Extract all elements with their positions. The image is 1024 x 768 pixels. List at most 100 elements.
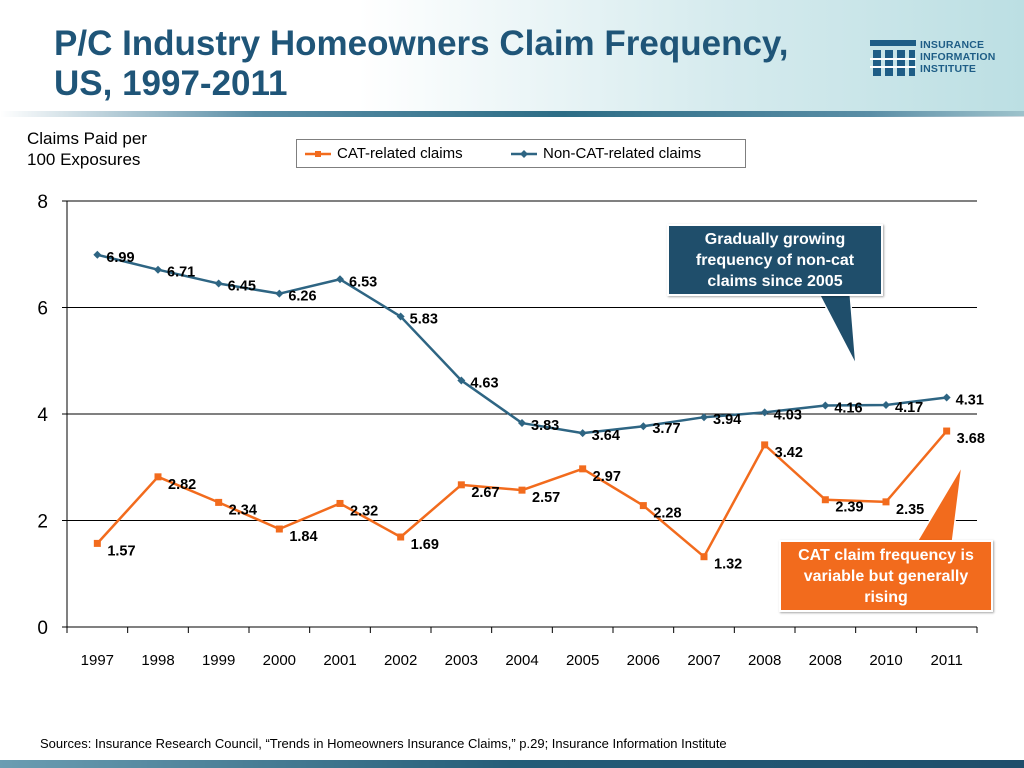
logo-line-1: INSURANCE <box>920 39 985 51</box>
x-tick-label: 2010 <box>869 652 902 669</box>
line-chart: 0 2 4 6 8 1997 1998 1999 2000 2001 2002 2003 2004 200… <box>37 192 985 669</box>
callout-non-cat: Gradually growing frequency of non-cat c… <box>667 224 883 296</box>
logo-line-2: INFORMATION <box>920 51 996 63</box>
header-rule <box>0 111 1024 117</box>
iii-logo-text: INSURANCE INFORMATION INSTITUTE <box>920 39 996 75</box>
x-tick-label: 1998 <box>141 652 174 669</box>
non-cat-data-label: 6.53 <box>349 274 377 290</box>
cat-data-label: 2.82 <box>168 477 196 493</box>
x-tick-label: 2005 <box>566 652 599 669</box>
callout-non-cat-pointer <box>816 291 857 366</box>
non-cat-point <box>214 279 223 288</box>
y-tick-label: 8 <box>37 192 48 213</box>
cat-point <box>639 502 647 510</box>
cat-data-label: 2.28 <box>653 506 681 522</box>
y-axis-title-line-1: Claims Paid per <box>27 129 147 148</box>
cat-point <box>518 486 526 494</box>
x-tick-label: 2002 <box>384 652 417 669</box>
x-tick-label: 2004 <box>505 652 538 669</box>
cat-data-label: 2.57 <box>532 490 560 506</box>
legend-swatch-non-cat-icon <box>511 149 537 158</box>
cat-data-label: 3.68 <box>957 431 985 447</box>
logo-line-3: INSTITUTE <box>920 63 977 75</box>
cat-point <box>761 441 769 449</box>
y-tick-label: 2 <box>37 512 48 533</box>
cat-data-label: 2.97 <box>593 469 621 485</box>
cat-point <box>336 499 344 507</box>
series-layer <box>93 250 951 561</box>
x-tick-label: 2003 <box>445 652 478 669</box>
non-cat-point <box>578 429 587 438</box>
non-cat-data-label: 3.77 <box>652 421 680 437</box>
cat-data-label: 1.69 <box>411 537 439 553</box>
callout-cat: CAT claim frequency is variable but gene… <box>779 540 993 612</box>
cat-data-label: 2.67 <box>471 485 499 501</box>
legend-item-non-cat: Non-CAT-related claims <box>511 140 701 167</box>
x-tick-label: 2001 <box>323 652 356 669</box>
series-line-cat <box>96 430 948 558</box>
legend-label-cat: CAT-related claims <box>337 145 463 162</box>
cat-data-label: 1.57 <box>107 543 135 559</box>
cat-point <box>93 539 101 547</box>
x-tick-label: 2006 <box>627 652 660 669</box>
y-tick-label: 6 <box>37 299 48 320</box>
non-cat-point <box>396 312 405 321</box>
chart-legend: CAT-related claims Non-CAT-related claim… <box>296 139 746 168</box>
cat-point <box>882 498 890 506</box>
x-tick-label: 2008 <box>809 652 842 669</box>
non-cat-point <box>639 422 648 431</box>
non-cat-data-label: 6.45 <box>228 279 256 295</box>
cat-data-label: 1.84 <box>289 529 317 545</box>
non-cat-data-label: 4.03 <box>774 407 802 423</box>
non-cat-point <box>942 393 951 402</box>
non-cat-data-label: 6.26 <box>288 289 316 305</box>
slide-title-line-1: P/C Industry Homeowners Claim Frequency, <box>54 24 789 63</box>
y-tick-label: 0 <box>37 618 48 639</box>
non-cat-data-label: 5.83 <box>410 312 438 328</box>
non-cat-data-label: 4.17 <box>895 400 923 416</box>
non-cat-point <box>93 250 102 259</box>
cat-point <box>943 427 951 435</box>
non-cat-point <box>821 401 830 410</box>
cat-point <box>700 553 708 561</box>
callout-cat-text: CAT claim frequency is variable but gene… <box>798 546 974 606</box>
y-tick-label: 4 <box>37 405 48 426</box>
iii-logo: INSURANCE INFORMATION INSTITUTE <box>870 38 1020 78</box>
slide-title: P/C Industry Homeowners Claim Frequency,… <box>54 24 844 104</box>
cat-point <box>215 498 223 506</box>
non-cat-point <box>700 413 708 422</box>
non-cat-data-label: 4.31 <box>956 392 984 408</box>
cat-data-label: 2.34 <box>229 502 257 518</box>
cat-point <box>579 465 587 473</box>
legend-item-cat: CAT-related claims <box>305 140 463 167</box>
non-cat-data-label: 6.99 <box>106 250 134 266</box>
non-cat-point <box>457 376 466 385</box>
cat-data-label: 3.42 <box>775 445 803 461</box>
footer-bar <box>0 760 1024 768</box>
y-axis-title: Claims Paid per 100 Exposures <box>27 128 197 170</box>
cat-data-label: 2.32 <box>350 503 378 519</box>
x-tick-label: 2007 <box>687 652 720 669</box>
cat-point <box>821 496 829 504</box>
non-cat-point <box>882 400 890 409</box>
non-cat-data-label: 4.63 <box>470 375 498 391</box>
x-tick-label: 2008 <box>748 652 781 669</box>
cat-point <box>457 481 465 489</box>
source-note: Sources: Insurance Research Council, “Tr… <box>40 736 727 751</box>
cat-data-label: 2.39 <box>835 500 863 516</box>
non-cat-point <box>154 265 162 274</box>
non-cat-point <box>760 408 769 417</box>
legend-swatch-cat-icon <box>305 150 331 157</box>
cat-data-label: 1.32 <box>714 557 742 573</box>
x-tick-label: 2000 <box>263 652 296 669</box>
slide-title-line-2: US, 1997-2011 <box>54 64 288 103</box>
non-cat-point <box>275 289 284 298</box>
iii-logo-mark-icon <box>870 40 916 76</box>
y-axis-title-line-2: 100 Exposures <box>27 150 141 169</box>
data-labels: 1.57 2.82 2.34 1.84 2.32 1.69 2.67 2.57 2.97 2.28… <box>106 250 985 573</box>
x-tick-label: 2011 <box>931 652 963 669</box>
x-tick-label: 1999 <box>202 652 235 669</box>
non-cat-data-label: 4.16 <box>834 400 862 416</box>
cat-point <box>154 473 162 481</box>
non-cat-data-label: 3.64 <box>592 428 620 444</box>
